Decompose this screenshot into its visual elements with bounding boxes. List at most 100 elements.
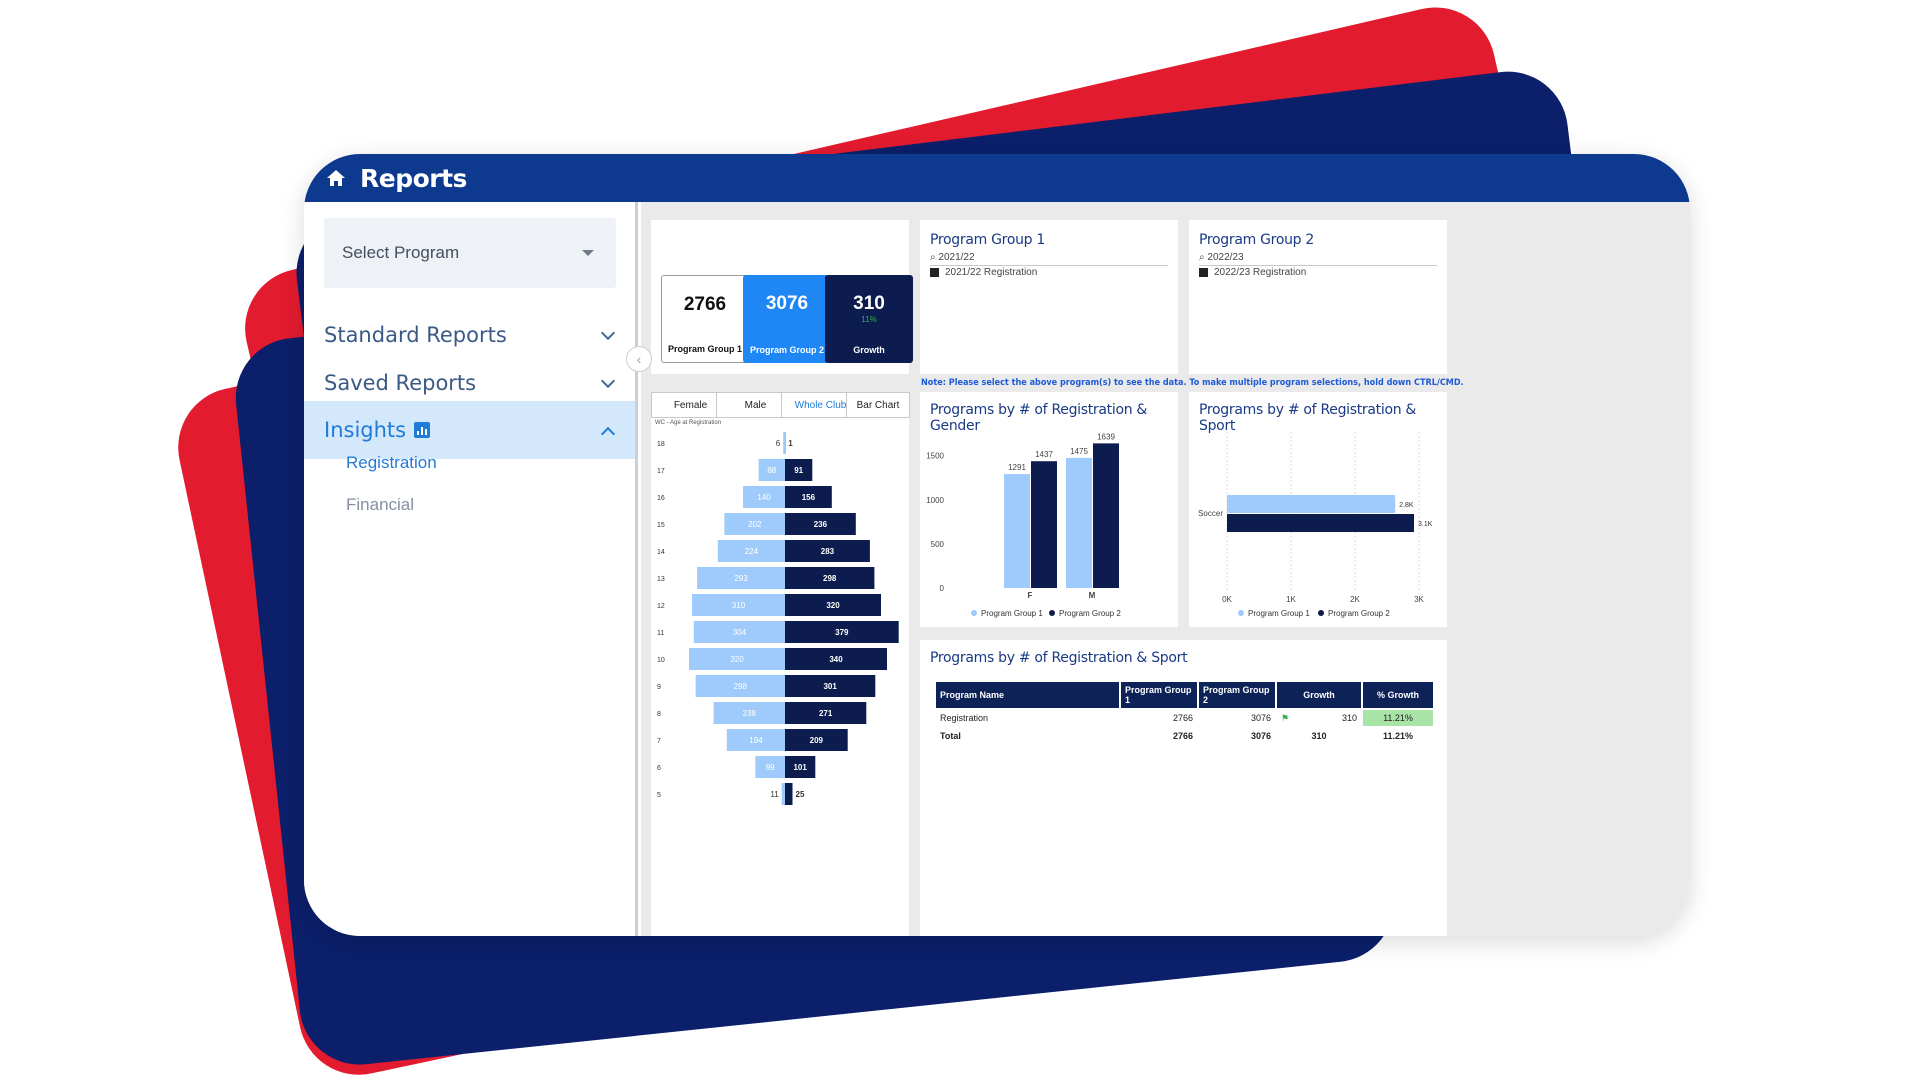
slicer-search[interactable]: ⌕ 2021/22 [930, 252, 975, 263]
caret-down-icon [582, 250, 594, 256]
data-label: 298 [734, 682, 748, 691]
bar-group-1 [755, 756, 785, 778]
kpi-label: Growth [853, 345, 885, 355]
column-header[interactable]: Program Name [936, 682, 1119, 708]
flag-icon: ⚑ [1281, 712, 1290, 723]
data-label: 1475 [1070, 447, 1088, 456]
nav-saved-reports[interactable]: Saved Reports [304, 354, 635, 412]
bar [1227, 514, 1415, 532]
cell-group-2: 3076 [1250, 713, 1271, 723]
bar-group-1 [781, 783, 785, 805]
column-header[interactable]: Growth [1277, 682, 1361, 708]
data-label: 1437 [1035, 450, 1053, 459]
cell-group-1: 2766 [1172, 713, 1193, 723]
checkbox-checked[interactable] [930, 268, 939, 277]
chart-title: Programs by # of Registration & Gender [930, 402, 1148, 434]
tick-label: 500 [931, 540, 945, 549]
sub-item-financial[interactable]: Financial [346, 495, 415, 514]
bar-group-2 [785, 594, 881, 616]
table-total-row: Total 2766 3076 310 11.21% [936, 728, 1433, 744]
data-label: 209 [810, 736, 824, 745]
search-icon: ⌕ [930, 252, 936, 263]
cell-percent-growth: 11.21% [1382, 731, 1414, 741]
data-label: 304 [733, 628, 747, 637]
chart-title: Programs by # of Registration & Sport [1199, 402, 1417, 434]
page-title: Reports [360, 163, 467, 193]
slicer-title: Program Group 2 [1199, 232, 1314, 248]
slicer-title: Program Group 1 [930, 232, 1045, 248]
slicer-option[interactable]: 2022/23 Registration [1199, 267, 1306, 278]
bar-group-1 [726, 729, 785, 751]
data-label: 310 [732, 601, 746, 610]
data-label: 1 [788, 439, 793, 448]
bar-group-2 [785, 756, 816, 778]
data-label: 156 [802, 493, 816, 502]
bar [1227, 495, 1396, 513]
data-label: 301 [823, 682, 837, 691]
tick-label: 15 [657, 522, 665, 529]
data-label: 194 [749, 736, 763, 745]
cell-program-name: Total [940, 731, 961, 741]
checkbox-checked[interactable] [1199, 268, 1208, 277]
legend-label: Program Group 1 [1248, 609, 1310, 618]
bar-chart-icon [414, 422, 431, 438]
table-header-row: Program Name Program Group 1 Program Gro… [936, 682, 1433, 708]
nav-label: Standard Reports [324, 323, 507, 347]
collapse-sidebar-button[interactable]: ‹ [626, 346, 652, 372]
legend-marker [1238, 610, 1244, 616]
slicer-option[interactable]: 2021/22 Registration [930, 267, 1037, 278]
home-icon[interactable] [326, 168, 346, 188]
divider [1199, 265, 1437, 266]
tab-bar-chart[interactable]: Bar Chart [846, 392, 910, 418]
kpi-growth: 310 11% Growth [825, 275, 913, 363]
growth-table-panel: Programs by # of Registration & Sport Pr… [920, 640, 1447, 936]
slicer-option-label: 2021/22 Registration [945, 267, 1038, 278]
bar-group-2 [785, 540, 870, 562]
tick-label: M [1089, 591, 1096, 600]
data-label: 1639 [1097, 432, 1115, 441]
data-label: 3.1K [1418, 521, 1433, 528]
chevron-up-icon [600, 426, 616, 442]
tick-label: 14 [657, 549, 665, 556]
data-label: 298 [823, 574, 837, 583]
data-label: 340 [829, 655, 843, 664]
column-header[interactable]: % Growth [1363, 682, 1433, 708]
tick-label: 13 [657, 576, 665, 583]
slicer-option-label: 2022/23 Registration [1214, 267, 1307, 278]
program-select-dropdown[interactable]: Select Program [324, 218, 616, 288]
bar-group-1 [783, 432, 785, 454]
pyramid-axis-label: WC - Age at Registration [655, 420, 721, 426]
bar [1031, 461, 1057, 588]
column-header[interactable]: Program Group 2 [1199, 682, 1275, 708]
column-header[interactable]: Program Group 1 [1121, 682, 1197, 708]
chevron-down-icon [600, 325, 616, 341]
chevron-down-icon [600, 373, 616, 389]
kpi-label: Program Group 1 [667, 344, 742, 354]
tick-label: 16 [657, 495, 665, 502]
kpi-program-group-2: 3076 Program Group 2 [743, 275, 831, 363]
tick-label: 3K [1414, 595, 1424, 604]
sidebar: Select Program Standard Reports Saved Re… [304, 202, 638, 936]
nav-standard-reports[interactable]: Standard Reports [304, 306, 635, 364]
sub-item-registration[interactable]: Registration [346, 453, 437, 472]
legend-label: Program Group 2 [1059, 609, 1121, 618]
bar-group-2 [785, 513, 856, 535]
data-label: 271 [819, 709, 833, 718]
cell-growth: ⚑ 310 [1277, 710, 1361, 726]
search-icon: ⌕ [1199, 252, 1205, 263]
divider [930, 265, 1168, 266]
bar-group-1 [713, 702, 785, 724]
bar-group-2 [785, 648, 887, 670]
bar-group-2 [785, 783, 793, 805]
tick-label: 12 [657, 603, 665, 610]
kpi-panel: 2766 Program Group 1 3076 Program Group … [651, 220, 913, 374]
reports-window: Reports Select Program Standard Reports … [304, 154, 1690, 936]
nav-insights[interactable]: Insights [304, 401, 635, 459]
bar-group-1 [758, 459, 785, 481]
slicer-search[interactable]: ⌕ 2022/23 [1199, 252, 1244, 263]
bar-group-1 [693, 621, 785, 643]
top-bar: Reports [304, 154, 1690, 202]
data-label: 99 [766, 763, 775, 772]
data-label: 379 [835, 628, 849, 637]
